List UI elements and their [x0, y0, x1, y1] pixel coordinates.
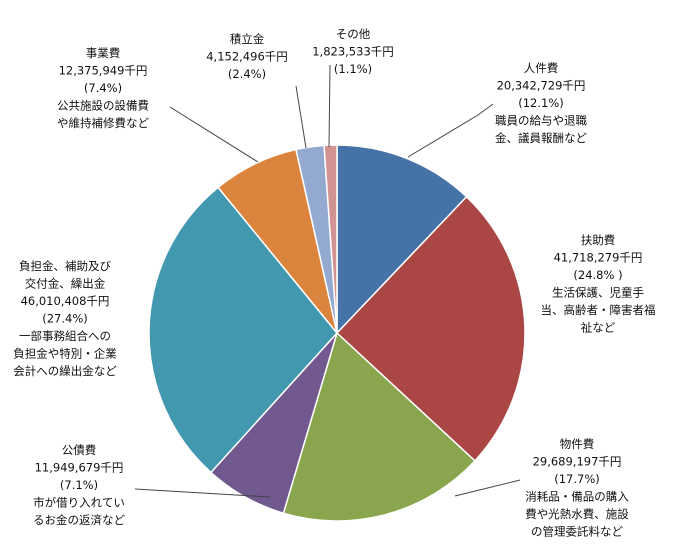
slice-label-line: 金、議員報酬など: [495, 131, 587, 145]
pie-slice: [336, 144, 468, 335]
leader-line: [328, 64, 331, 148]
leader-line: [134, 488, 271, 498]
slice-label: 扶助費 41,718,279千円 (24.8% ) 生活保護、児童手当、高齢者・障害者…: [541, 233, 656, 335]
leader-line: [454, 479, 521, 497]
slice-label: その他 1,823,533千円 (1.1%): [312, 27, 394, 76]
slice-label-line: 1,823,533千円: [312, 45, 394, 59]
slice-label-line: 負担金、補助及び: [19, 259, 111, 273]
slice-label-line: (7.4%): [84, 81, 122, 95]
slice-label-line: 交付金、繰出金: [25, 277, 106, 291]
slice-label-line: るお金の返済など: [33, 513, 125, 527]
slice-label-line: 事業費: [86, 46, 121, 60]
slice-label-line: 4,152,496千円: [206, 50, 288, 64]
slice-label-line: その他: [336, 27, 371, 41]
slice-label-line: 公共施設の設備費: [57, 99, 149, 113]
slice-label-line: (2.4%): [228, 67, 266, 81]
slice-label: 人件費 20,342,729千円 (12.1%) 職員の給与や退職金、議員報酬など: [495, 61, 587, 145]
slice-label-line: の管理委託料など: [531, 525, 623, 539]
slice-label-line: 消耗品・備品の購入: [525, 490, 629, 504]
slice-label-line: (17.7%): [554, 472, 600, 486]
leader-line: [295, 85, 307, 149]
slice-label: 物件費 29,689,197千円 (17.7%) 消耗品・備品の購入費や光熱水費、施設…: [525, 437, 629, 539]
slice-label-line: 公債費: [62, 443, 97, 457]
pie-slice: [148, 186, 338, 474]
slice-labels: 人件費 20,342,729千円 (12.1%) 職員の給与や退職金、議員報酬など扶助…: [13, 27, 655, 539]
slice-label-line: 物件費: [560, 437, 595, 451]
slice-label-line: 46,010,408千円: [21, 294, 110, 308]
slice-label: 事業費 12,375,949千円 (7.4%) 公共施設の設備費や維持補修費など: [57, 46, 149, 130]
leader-line: [169, 106, 259, 163]
slice-label-line: 扶助費: [581, 233, 616, 247]
slice-label-line: 41,718,279千円: [554, 251, 643, 265]
slice-label-line: 11,949,679千円: [35, 461, 124, 475]
slice-label-line: 祉など: [581, 321, 616, 335]
slice-label-line: や維持補修費など: [57, 116, 149, 130]
slice-label-line: (7.1%): [60, 478, 98, 492]
slice-label-line: 負担金や特別・企業: [13, 347, 117, 361]
slice-label-line: 会計への繰出金など: [13, 364, 117, 378]
slice-label-line: 生活保護、児童手: [552, 286, 644, 300]
slice-label-line: 20,342,729千円: [497, 79, 586, 93]
slice-label-line: (12.1%): [518, 96, 564, 110]
slice-label: 公債費 11,949,679千円 (7.1%) 市が借り入れているお金の返済など: [33, 443, 125, 527]
slice-label-line: (1.1%): [334, 62, 372, 76]
leader-lines: [134, 64, 521, 498]
slice-label-line: 当、高齢者・障害者福: [541, 303, 656, 317]
slice-label: 負担金、補助及び交付金、繰出金 46,010,408千円 (27.4%) 一部事務組合…: [13, 259, 117, 378]
pie-slices: [148, 144, 526, 522]
slice-label: 積立金 4,152,496千円 (2.4%): [206, 32, 288, 81]
slice-label-line: 29,689,197千円: [533, 455, 622, 469]
slice-label-line: 職員の給与や退職: [495, 114, 587, 128]
leader-line: [407, 103, 494, 158]
slice-label-line: 人件費: [524, 61, 559, 75]
slice-label-line: 一部事務組合への: [19, 329, 111, 343]
pie-slice: [335, 195, 526, 462]
pie-slice: [323, 144, 338, 334]
slice-label-line: (24.8% ): [573, 268, 622, 282]
slice-label-line: 積立金: [230, 32, 265, 46]
slice-label-line: 費や光熱水費、施設: [525, 507, 629, 521]
pie-slice: [282, 331, 476, 522]
slice-label-line: (27.4%): [42, 312, 88, 326]
slice-label-line: 市が借り入れてい: [33, 496, 125, 510]
slice-label-line: 12,375,949千円: [59, 64, 148, 78]
